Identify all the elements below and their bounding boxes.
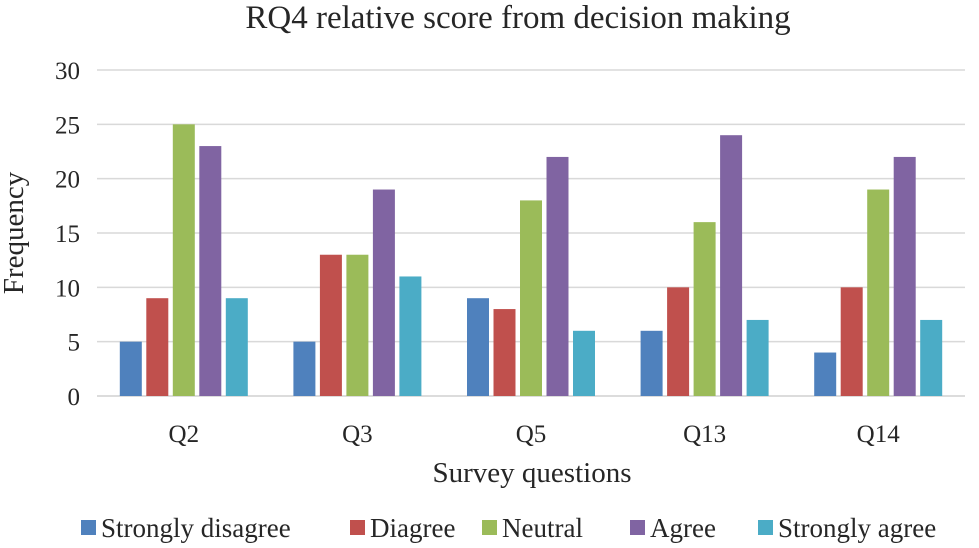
y-tick-label: 20 <box>55 167 80 194</box>
y-tick-label: 10 <box>55 275 80 302</box>
legend-swatch <box>630 520 645 535</box>
legend-label: Neutral <box>502 513 583 543</box>
bar-q5-neutral <box>520 200 542 396</box>
bar-q2-strongly-disagree <box>119 341 142 396</box>
bar-q14-diagree <box>840 287 863 396</box>
bar-q2-neutral <box>172 124 195 396</box>
bar-q5-strongly-agree <box>573 330 595 396</box>
bar-q14-strongly-agree <box>920 319 943 396</box>
legend-label: Strongly agree <box>778 513 936 543</box>
y-axis-label: Frequency <box>0 171 30 294</box>
legend-label: Strongly disagree <box>101 513 291 543</box>
x-tick-label: Q2 <box>169 421 200 448</box>
x-tick-label: Q13 <box>683 421 726 448</box>
bar-q13-strongly-disagree <box>640 330 663 396</box>
bar-q14-strongly-disagree <box>814 352 837 396</box>
bar-q3-strongly-disagree <box>293 341 316 396</box>
legend: Strongly disagree Diagree Neutral Agree Stro… <box>81 513 936 543</box>
bar-q3-neutral <box>346 254 369 396</box>
legend-swatch <box>482 520 497 535</box>
chart-title: RQ4 relative score from decision making <box>245 0 790 36</box>
legend-swatch <box>758 520 773 535</box>
x-tick-label: Q5 <box>516 421 547 448</box>
x-tick-label: Q3 <box>342 421 373 448</box>
bar-q2-diagree <box>146 298 169 396</box>
bar-q2-agree <box>199 146 222 396</box>
bar-q3-diagree <box>319 254 342 396</box>
y-tick-label: 5 <box>68 330 81 357</box>
y-tick-label: 25 <box>55 112 80 139</box>
bar-q3-strongly-agree <box>399 276 422 396</box>
x-axis-ticks: Q2 Q3 Q5 Q13 Q14 <box>169 421 901 448</box>
bar-q14-neutral <box>867 189 890 396</box>
bar-q13-strongly-agree <box>746 319 769 396</box>
x-axis-label: Survey questions <box>433 457 632 489</box>
y-tick-label: 30 <box>55 58 80 85</box>
bar-q5-strongly-disagree <box>467 298 489 396</box>
bar-q13-diagree <box>667 287 690 396</box>
y-tick-label: 0 <box>68 384 81 411</box>
bar-q14-agree <box>893 156 916 396</box>
y-axis-ticks: 0 5 10 15 20 25 30 <box>55 58 80 411</box>
bar-q5-diagree <box>493 309 516 396</box>
bar-q13-neutral <box>693 222 716 396</box>
legend-label: Agree <box>650 513 716 543</box>
legend-swatch <box>350 520 365 535</box>
x-tick-label: Q14 <box>857 421 901 448</box>
legend-label: Diagree <box>370 513 455 543</box>
bars <box>119 124 943 396</box>
y-tick-label: 15 <box>55 221 80 248</box>
bar-q3-agree <box>372 189 395 396</box>
bar-q13-agree <box>720 135 743 396</box>
legend-swatch <box>81 520 96 535</box>
bar-q2-strongly-agree <box>225 298 248 396</box>
bar-q5-agree <box>546 156 569 396</box>
